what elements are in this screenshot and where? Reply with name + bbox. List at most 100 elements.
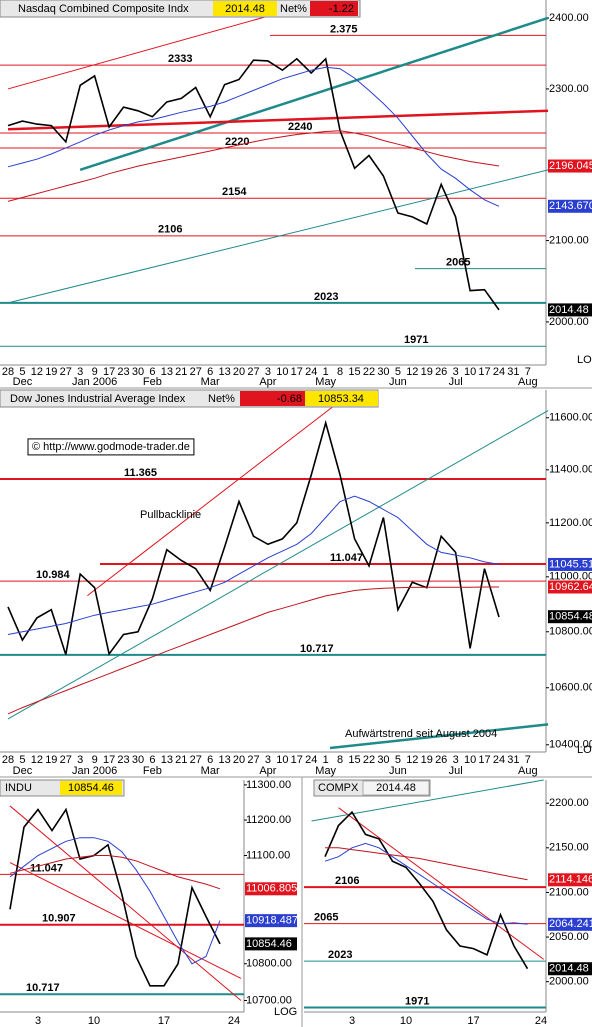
x-tick-label: 3: [453, 754, 459, 766]
y-tick-label: 10600.00: [549, 682, 592, 694]
x-tick-label: 12: [406, 366, 418, 378]
x-tick-label: 5: [395, 366, 401, 378]
x-tick-label: 13: [218, 754, 230, 766]
x-tick-label: 20: [233, 754, 245, 766]
trend-line: [7, 109, 549, 131]
x-tick-label: 31: [507, 366, 519, 378]
header: COMPX 2014.48: [313, 779, 431, 797]
last-box: [362, 780, 430, 796]
y-tick-label: 2200.00: [549, 797, 589, 809]
y-tick-label: 10800.00: [246, 958, 292, 970]
chart-panel: 11600.00 11400.00 11200.00 11000.00 10800.00…: [0, 389, 592, 777]
value-marker: [548, 962, 592, 976]
trend-line: [7, 410, 549, 720]
value-marker: [548, 873, 592, 887]
x-tick-label: 13: [161, 366, 173, 378]
y-tick-label: 11400.00: [549, 464, 592, 476]
x-tick-label: 1: [323, 754, 329, 766]
x-tick-label: 30: [377, 366, 389, 378]
x-tick-label: 17: [103, 366, 115, 378]
annotation: Aufwärtstrend seit August 2004: [345, 728, 497, 740]
month-label: Dec: [13, 765, 33, 777]
x-tick-label: 13: [218, 366, 230, 378]
level-label: 1971: [404, 334, 428, 346]
month-label: Apr: [259, 376, 276, 388]
month-label: Apr: [259, 765, 276, 777]
level-label: 2154: [222, 186, 247, 198]
moving-average: [9, 837, 221, 965]
level-label: 1971: [405, 995, 429, 1007]
level-label: 2106: [335, 875, 359, 887]
net-box: [240, 391, 305, 406]
x-tick-label: 10: [276, 754, 288, 766]
x-tick-label: 28: [2, 754, 14, 766]
x-tick-label: 12: [31, 754, 43, 766]
x-tick-label: 27: [247, 366, 259, 378]
scale-label: LOG: [274, 1006, 297, 1018]
chart-title: INDU: [5, 782, 32, 794]
x-tick-label: 15: [348, 754, 360, 766]
net-label: Net%: [208, 393, 235, 405]
x-tick-label: 13: [161, 754, 173, 766]
x-tick-label: 30: [132, 366, 144, 378]
level-label: 2.375: [330, 23, 358, 35]
x-tick-label: 17: [478, 754, 490, 766]
annotation-box: [27, 438, 195, 456]
level-label: 2065: [314, 912, 338, 924]
month-label: Jan 2006: [72, 765, 117, 777]
value-marker: [245, 914, 297, 928]
value-marker-label: 2143.670: [549, 200, 592, 212]
value-marker-label: 2014.48: [549, 304, 589, 316]
x-tick-label: 3: [453, 366, 459, 378]
x-tick-label: 17: [103, 754, 115, 766]
x-tick-label: 27: [190, 366, 202, 378]
price-line: [9, 807, 221, 987]
value-marker: [548, 580, 592, 594]
x-tick-label: 17: [291, 366, 303, 378]
x-tick-label: 27: [190, 754, 202, 766]
x-tick-label: 10: [88, 1015, 100, 1027]
x-tick-label: 28: [2, 366, 14, 378]
price-line: [7, 419, 500, 656]
x-tick-label: 26: [435, 366, 447, 378]
x-tick-label: 17: [467, 1015, 479, 1027]
x-tick-label: 12: [406, 754, 418, 766]
x-tick-label: 31: [507, 754, 519, 766]
price-line: [324, 810, 529, 970]
header: Dow Jones Industrial Average Index Net% …: [0, 389, 379, 408]
x-tick-label: 8: [337, 366, 343, 378]
x-tick-label: 19: [421, 754, 433, 766]
x-tick-label: 24: [305, 754, 317, 766]
month-label: Mar: [201, 376, 220, 388]
x-tick-label: 6: [207, 366, 213, 378]
y-tick-label: 2100.00: [549, 234, 589, 246]
moving-average: [7, 495, 500, 635]
value-marker-label: 10854.46: [246, 938, 292, 950]
level-label: 11.047: [330, 552, 363, 564]
x-tick-label: 15: [348, 366, 360, 378]
y-tick-label: 10400.00: [549, 739, 592, 751]
annotation: Pullbacklinie: [140, 509, 201, 521]
month-label: Mar: [201, 765, 220, 777]
net-label: Net%: [280, 3, 307, 15]
x-tick-label: 7: [525, 754, 531, 766]
x-tick-label: 17: [478, 366, 490, 378]
x-tick-label: 26: [435, 754, 447, 766]
x-tick-label: 10: [464, 366, 476, 378]
month-label: May: [315, 376, 336, 388]
x-tick-label: 24: [493, 754, 505, 766]
month-label: Jul: [449, 376, 463, 388]
month-label: Dec: [13, 376, 33, 388]
x-tick-label: 9: [92, 366, 98, 378]
level-label: 10.717: [26, 982, 60, 994]
level-label: 2065: [446, 257, 470, 269]
value-marker-label: 2196.045: [549, 160, 592, 172]
x-tick-label: 22: [363, 754, 375, 766]
y-tick-label: 11600.00: [549, 412, 592, 424]
x-tick-label: 10: [464, 754, 476, 766]
x-tick-label: 5: [395, 754, 401, 766]
y-tick-label: 2050.00: [549, 931, 589, 943]
x-tick-label: 30: [132, 754, 144, 766]
last-box: [60, 781, 122, 795]
x-tick-label: 3: [35, 1015, 41, 1027]
